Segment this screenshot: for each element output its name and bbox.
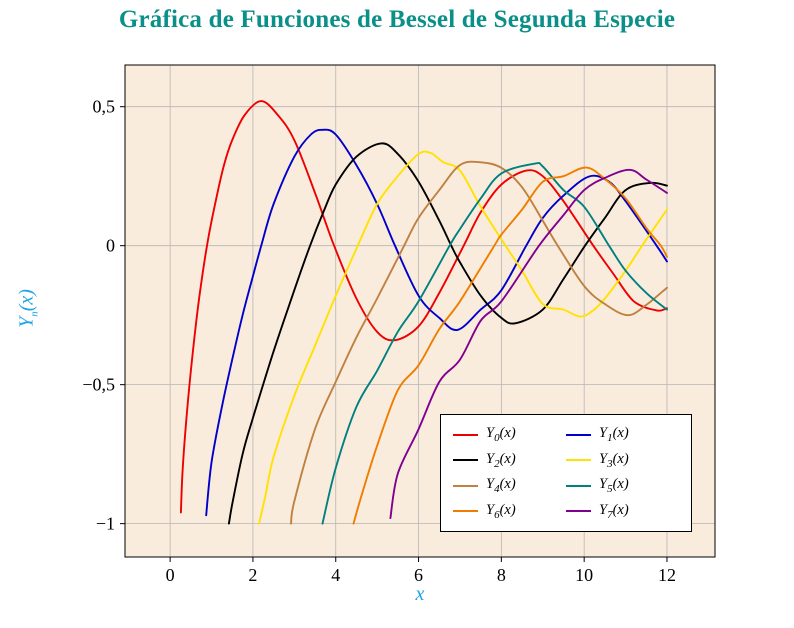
x-tick-label: 0 — [166, 565, 175, 585]
curve-y7 — [389, 168, 668, 520]
legend-entry-y3: Y3(x) — [566, 451, 679, 470]
legend-label: Y1(x) — [599, 425, 629, 445]
curve-y4 — [290, 160, 668, 525]
x-tick-label: 6 — [414, 565, 423, 585]
legend-entry-y7: Y7(x) — [566, 502, 679, 521]
legend-line-swatch — [453, 484, 478, 487]
legend-entry-y0: Y0(x) — [453, 425, 566, 444]
legend-label: Y6(x) — [486, 501, 516, 521]
y-axis-label-arg: (x) — [15, 289, 38, 312]
tick-labels: 0 2 4 6 8 10 12 −1 −0,5 0 0,5 — [82, 97, 676, 585]
legend-line-swatch — [566, 510, 591, 513]
y-axis-label-sub: n — [28, 311, 41, 317]
legend-label: Y5(x) — [599, 476, 629, 496]
legend-entry-y5: Y5(x) — [566, 476, 679, 495]
legend-label: Y3(x) — [599, 450, 629, 470]
legend-line-swatch — [566, 484, 591, 487]
legend-entry-y4: Y4(x) — [453, 476, 566, 495]
x-axis-label: x — [415, 583, 425, 605]
legend-entry-y2: Y2(x) — [453, 451, 566, 470]
legend-line-swatch — [566, 459, 591, 462]
legend: Y0(x) Y1(x) Y2(x) Y3(x) Y4(x) Y5(x) Y6(x) Y7(x) — [440, 414, 692, 532]
plot-border — [124, 64, 716, 558]
x-tick-label: 8 — [497, 565, 506, 585]
y-tick-label: 0,5 — [93, 97, 116, 117]
curve-y6 — [352, 166, 668, 525]
legend-line-swatch — [566, 433, 591, 436]
y-tick-label: −1 — [96, 514, 115, 534]
curve-y3 — [258, 150, 668, 525]
legend-line-swatch — [453, 459, 478, 462]
y-tick-label: −0,5 — [82, 375, 115, 395]
x-tick-label: 12 — [658, 565, 676, 585]
legend-label: Y2(x) — [486, 450, 516, 470]
legend-line-swatch — [453, 510, 478, 513]
y-tick-label: 0 — [106, 236, 115, 256]
legend-label: Y4(x) — [486, 476, 516, 496]
legend-label: Y7(x) — [599, 501, 629, 521]
legend-label: Y0(x) — [486, 425, 516, 445]
x-tick-label: 10 — [575, 565, 593, 585]
y-axis-label: Yn(x) — [16, 224, 41, 394]
tick-marks — [120, 106, 668, 562]
curve-y0 — [179, 100, 668, 514]
y-axis-label-base: Y — [15, 316, 38, 328]
chart-title: Gráfica de Funciones de Bessel de Segund… — [118, 6, 676, 33]
legend-entry-y6: Y6(x) — [453, 502, 566, 521]
curve-y5 — [321, 161, 668, 525]
curve-y1 — [205, 128, 668, 517]
curves — [179, 100, 668, 525]
curve-y2 — [227, 142, 668, 525]
legend-entry-y1: Y1(x) — [566, 425, 679, 444]
x-tick-label: 2 — [248, 565, 257, 585]
x-tick-label: 4 — [331, 565, 340, 585]
legend-line-swatch — [453, 433, 478, 436]
